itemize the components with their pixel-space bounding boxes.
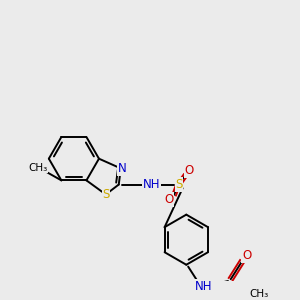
Text: CH₃: CH₃ xyxy=(28,163,47,173)
Text: S: S xyxy=(102,188,110,201)
Text: NH: NH xyxy=(142,178,160,191)
Text: CH₃: CH₃ xyxy=(249,290,268,299)
Text: S: S xyxy=(175,178,183,191)
Text: O: O xyxy=(164,193,173,206)
Text: NH: NH xyxy=(195,280,213,292)
Text: N: N xyxy=(117,162,126,175)
Text: O: O xyxy=(242,249,251,262)
Text: O: O xyxy=(184,164,194,177)
